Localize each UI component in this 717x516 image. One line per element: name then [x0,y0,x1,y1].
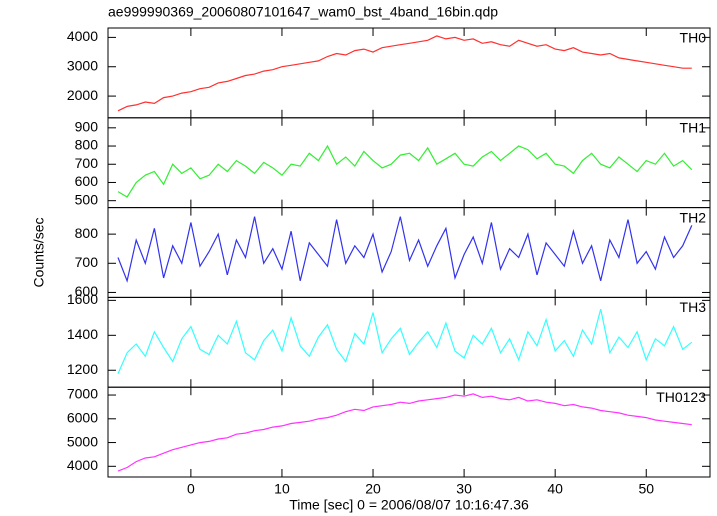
y-tick-label: 700 [75,155,99,171]
x-tick-label: 10 [274,481,290,497]
y-tick-label: 6000 [67,409,98,425]
panel-frame [107,296,711,388]
x-tick-label: 50 [638,481,654,497]
light-curve [117,144,693,198]
y-tick-label: 5000 [67,433,98,449]
y-tick-label: 1200 [67,361,98,377]
y-tick-label: 900 [75,119,99,135]
y-tick-label: 4000 [67,28,98,44]
y-tick-label: 1400 [67,326,98,342]
y-tick-label: 600 [75,283,99,299]
x-tick-label: 0 [187,481,195,497]
y-tick-label: 800 [75,225,99,241]
series-label: TH3 [680,299,707,315]
y-tick-label: 800 [75,137,99,153]
panel-frame [107,27,711,119]
light-curve [117,393,692,472]
y-tick-label: 500 [75,191,99,207]
x-axis-label: Time [sec] 0 = 2006/08/07 10:16:47.36 [289,497,529,513]
x-tick-label: 40 [547,481,563,497]
y-tick-label: 600 [75,173,99,189]
chart-title: ae999990369_20060807101647_wam0_bst_4ban… [108,4,498,20]
y-axis-label: Counts/sec [31,217,47,287]
series-label: TH1 [680,120,707,136]
x-tick-label: 30 [456,481,472,497]
panel-frame [107,386,711,478]
x-tick-label: 20 [365,481,381,497]
light-curve [117,35,692,112]
light-curve [117,216,693,283]
y-tick-label: 2000 [67,87,98,103]
series-label: TH0 [680,30,707,46]
y-tick-label: 4000 [67,457,98,473]
light-curve [117,308,693,374]
series-label: TH2 [680,209,707,225]
series-label: TH0123 [656,389,706,405]
y-tick-label: 1600 [67,291,98,307]
panel-frame [107,117,711,209]
y-tick-label: 7000 [67,386,98,402]
y-tick-label: 3000 [67,57,98,73]
y-tick-label: 700 [75,254,99,270]
